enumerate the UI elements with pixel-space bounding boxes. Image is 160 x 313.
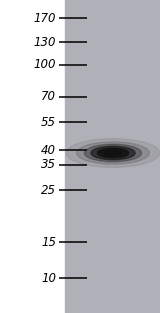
Ellipse shape [104,150,122,156]
Text: 10: 10 [41,271,56,285]
Text: 35: 35 [41,158,56,172]
Text: 100: 100 [33,59,56,71]
Text: 55: 55 [41,115,56,129]
Ellipse shape [84,144,142,162]
Text: 40: 40 [41,143,56,156]
Ellipse shape [97,148,129,158]
Bar [0,0,65,313]
Text: 70: 70 [41,90,56,104]
Text: 25: 25 [41,183,56,197]
Ellipse shape [91,146,135,160]
Text: 170: 170 [33,12,56,24]
Ellipse shape [66,139,160,167]
Bar [65,0,160,313]
Text: 15: 15 [41,235,56,249]
Text: 130: 130 [33,35,56,49]
Ellipse shape [77,142,149,164]
